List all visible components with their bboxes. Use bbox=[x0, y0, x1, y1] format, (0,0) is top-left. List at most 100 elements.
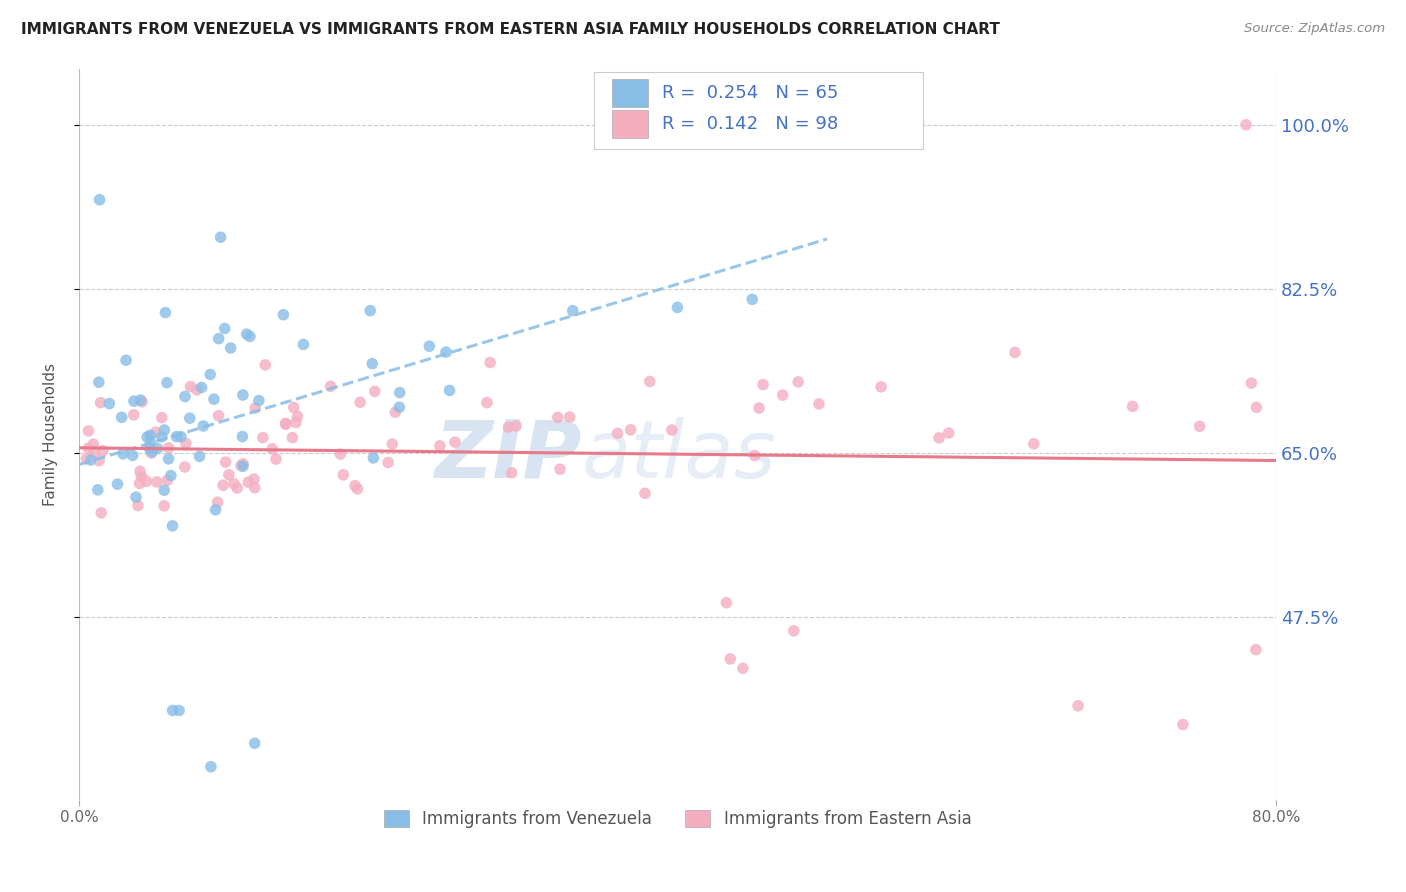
Point bbox=[381, 437, 404, 451]
Point bbox=[77, 424, 100, 438]
Point bbox=[160, 468, 183, 483]
Point bbox=[418, 339, 440, 353]
Point bbox=[666, 301, 689, 315]
Point bbox=[226, 481, 249, 495]
Point bbox=[938, 425, 960, 440]
Point bbox=[439, 384, 461, 398]
Point bbox=[262, 442, 284, 456]
Point bbox=[167, 704, 190, 718]
Point bbox=[475, 395, 498, 409]
Point bbox=[238, 475, 260, 489]
Point bbox=[254, 358, 277, 372]
Point bbox=[1234, 118, 1257, 132]
Point bbox=[155, 305, 177, 319]
Point bbox=[141, 445, 163, 459]
Point bbox=[219, 341, 242, 355]
Point bbox=[162, 704, 184, 718]
Point bbox=[620, 423, 643, 437]
Point bbox=[283, 401, 305, 415]
Text: ZIP: ZIP bbox=[434, 417, 582, 495]
Point bbox=[111, 410, 134, 425]
Point bbox=[139, 435, 162, 450]
Point bbox=[138, 441, 160, 455]
Point bbox=[1122, 400, 1144, 414]
Point bbox=[783, 624, 806, 638]
Point bbox=[787, 375, 810, 389]
Point bbox=[186, 383, 208, 397]
Point bbox=[212, 478, 235, 492]
Point bbox=[252, 431, 274, 445]
Point bbox=[229, 458, 252, 473]
Point bbox=[150, 410, 173, 425]
Point bbox=[90, 395, 112, 409]
Point bbox=[1240, 376, 1263, 391]
Point bbox=[479, 355, 502, 369]
FancyBboxPatch shape bbox=[593, 72, 922, 149]
Point bbox=[274, 417, 297, 432]
Point bbox=[284, 416, 307, 430]
Point bbox=[214, 321, 236, 335]
Point bbox=[193, 419, 215, 434]
Point bbox=[377, 455, 399, 469]
Point bbox=[156, 376, 179, 390]
Point bbox=[202, 392, 225, 407]
Point bbox=[200, 368, 222, 382]
Point bbox=[1004, 345, 1026, 359]
Point bbox=[131, 469, 153, 483]
Point bbox=[146, 475, 169, 489]
Point bbox=[131, 394, 153, 409]
Point bbox=[157, 451, 180, 466]
Point bbox=[561, 303, 583, 318]
Point bbox=[174, 390, 197, 404]
Point bbox=[498, 420, 520, 434]
Point bbox=[239, 329, 262, 343]
Point bbox=[87, 376, 110, 390]
Point bbox=[634, 486, 657, 500]
Point bbox=[928, 431, 950, 445]
Point bbox=[207, 409, 229, 423]
Point bbox=[606, 426, 628, 441]
Point bbox=[153, 499, 176, 513]
Point bbox=[222, 476, 245, 491]
Point bbox=[121, 448, 143, 462]
Point bbox=[232, 457, 254, 471]
Point bbox=[162, 519, 184, 533]
Point bbox=[243, 736, 266, 750]
Point bbox=[264, 452, 287, 467]
Text: atlas: atlas bbox=[582, 417, 776, 495]
Point bbox=[200, 760, 222, 774]
Point bbox=[716, 596, 738, 610]
Point bbox=[1188, 419, 1211, 434]
Point bbox=[150, 430, 173, 444]
Point bbox=[558, 409, 581, 424]
Point bbox=[243, 401, 266, 415]
Point bbox=[89, 193, 111, 207]
Point bbox=[231, 429, 253, 443]
Point bbox=[141, 446, 163, 460]
Point bbox=[207, 495, 229, 509]
Point bbox=[179, 411, 201, 425]
Point bbox=[218, 467, 240, 482]
Point bbox=[129, 393, 152, 408]
Point bbox=[429, 439, 451, 453]
Point bbox=[125, 490, 148, 504]
Point bbox=[170, 430, 193, 444]
Y-axis label: Family Households: Family Households bbox=[44, 362, 58, 506]
Point bbox=[136, 430, 159, 444]
Point bbox=[208, 332, 231, 346]
Point bbox=[741, 293, 763, 307]
Point bbox=[153, 423, 176, 437]
Point bbox=[204, 503, 226, 517]
Point bbox=[384, 405, 406, 419]
Point bbox=[107, 477, 129, 491]
Point bbox=[77, 442, 100, 456]
Point bbox=[364, 384, 387, 399]
Point bbox=[112, 447, 135, 461]
Point bbox=[157, 441, 180, 455]
Point bbox=[1022, 437, 1045, 451]
Text: R =  0.254   N = 65: R = 0.254 N = 65 bbox=[662, 85, 838, 103]
Point bbox=[346, 482, 368, 496]
Point bbox=[98, 396, 121, 410]
Point bbox=[332, 467, 354, 482]
Point bbox=[243, 481, 266, 495]
